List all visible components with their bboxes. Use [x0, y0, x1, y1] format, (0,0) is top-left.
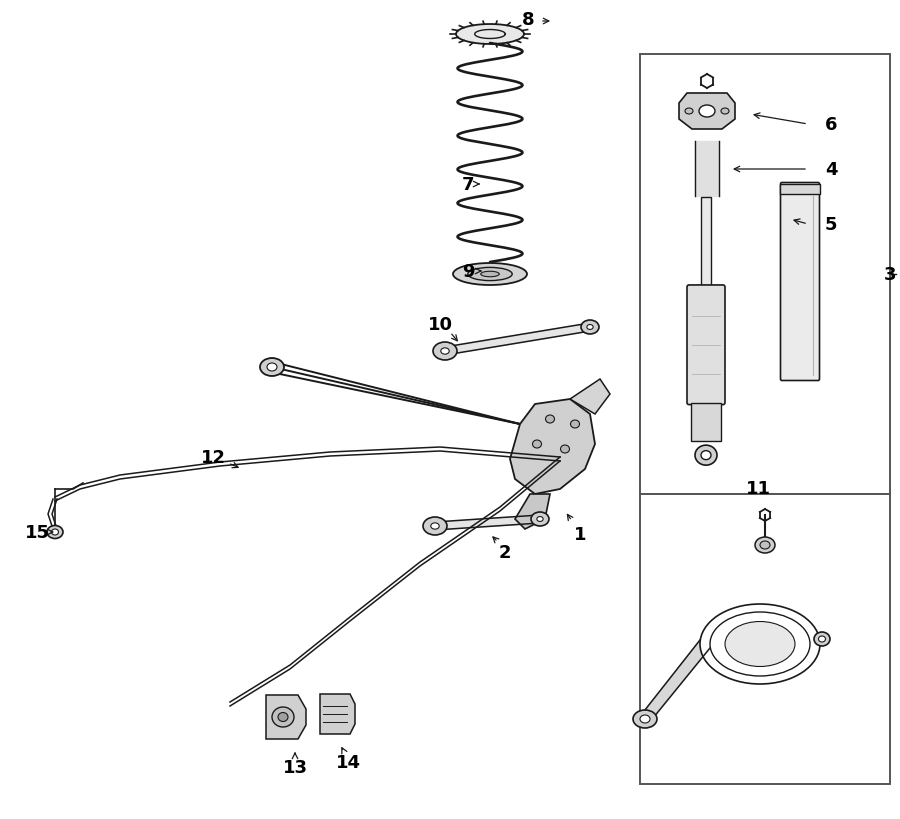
Ellipse shape [755, 537, 775, 554]
Polygon shape [266, 695, 306, 739]
Ellipse shape [814, 632, 830, 646]
Text: 12: 12 [201, 449, 226, 467]
Polygon shape [515, 495, 550, 529]
Polygon shape [510, 400, 595, 495]
Polygon shape [641, 640, 710, 723]
Text: 5: 5 [825, 215, 838, 233]
Ellipse shape [710, 613, 810, 676]
Bar [640, 495, 890, 784]
Ellipse shape [267, 364, 277, 372]
Text: 3: 3 [884, 265, 896, 283]
Ellipse shape [571, 420, 580, 428]
FancyBboxPatch shape [687, 286, 725, 405]
Ellipse shape [47, 526, 63, 539]
Text: 2: 2 [499, 543, 511, 561]
Ellipse shape [700, 604, 820, 684]
Polygon shape [679, 94, 735, 130]
Ellipse shape [760, 541, 770, 550]
Polygon shape [570, 379, 610, 414]
Ellipse shape [721, 109, 729, 115]
Ellipse shape [536, 517, 543, 522]
Ellipse shape [260, 359, 284, 377]
Text: 7: 7 [462, 176, 474, 194]
Ellipse shape [468, 268, 512, 281]
Ellipse shape [51, 529, 59, 536]
Ellipse shape [481, 272, 500, 278]
FancyBboxPatch shape [780, 183, 820, 381]
Ellipse shape [456, 25, 524, 45]
Polygon shape [435, 515, 540, 531]
Ellipse shape [423, 518, 447, 536]
Ellipse shape [545, 415, 554, 423]
Ellipse shape [533, 441, 542, 449]
Bar [640, 55, 890, 495]
Ellipse shape [587, 325, 593, 330]
Text: 1: 1 [574, 525, 586, 543]
Text: 15: 15 [24, 523, 50, 541]
Text: 4: 4 [825, 161, 838, 179]
Ellipse shape [453, 264, 527, 286]
Polygon shape [320, 695, 355, 734]
Text: 9: 9 [462, 263, 474, 281]
Ellipse shape [441, 348, 449, 355]
Ellipse shape [818, 636, 825, 642]
Ellipse shape [431, 523, 439, 530]
Ellipse shape [581, 320, 599, 335]
Ellipse shape [699, 106, 715, 118]
Bar [780, 185, 820, 195]
Ellipse shape [531, 513, 549, 527]
Ellipse shape [695, 446, 717, 465]
Ellipse shape [272, 707, 294, 727]
Ellipse shape [701, 451, 711, 460]
Ellipse shape [561, 446, 570, 454]
Ellipse shape [685, 109, 693, 115]
Bar [691, 403, 721, 441]
Text: 14: 14 [336, 753, 361, 771]
Ellipse shape [640, 715, 650, 723]
Ellipse shape [278, 713, 288, 722]
Text: 6: 6 [825, 115, 838, 133]
Text: 8: 8 [522, 11, 535, 29]
Polygon shape [695, 142, 719, 197]
Text: 10: 10 [428, 315, 453, 333]
Ellipse shape [725, 622, 795, 667]
Text: 13: 13 [283, 758, 308, 776]
Polygon shape [445, 324, 590, 355]
Bar [701, 197, 711, 287]
Ellipse shape [633, 710, 657, 728]
Ellipse shape [433, 342, 457, 360]
Text: 11: 11 [745, 479, 770, 497]
